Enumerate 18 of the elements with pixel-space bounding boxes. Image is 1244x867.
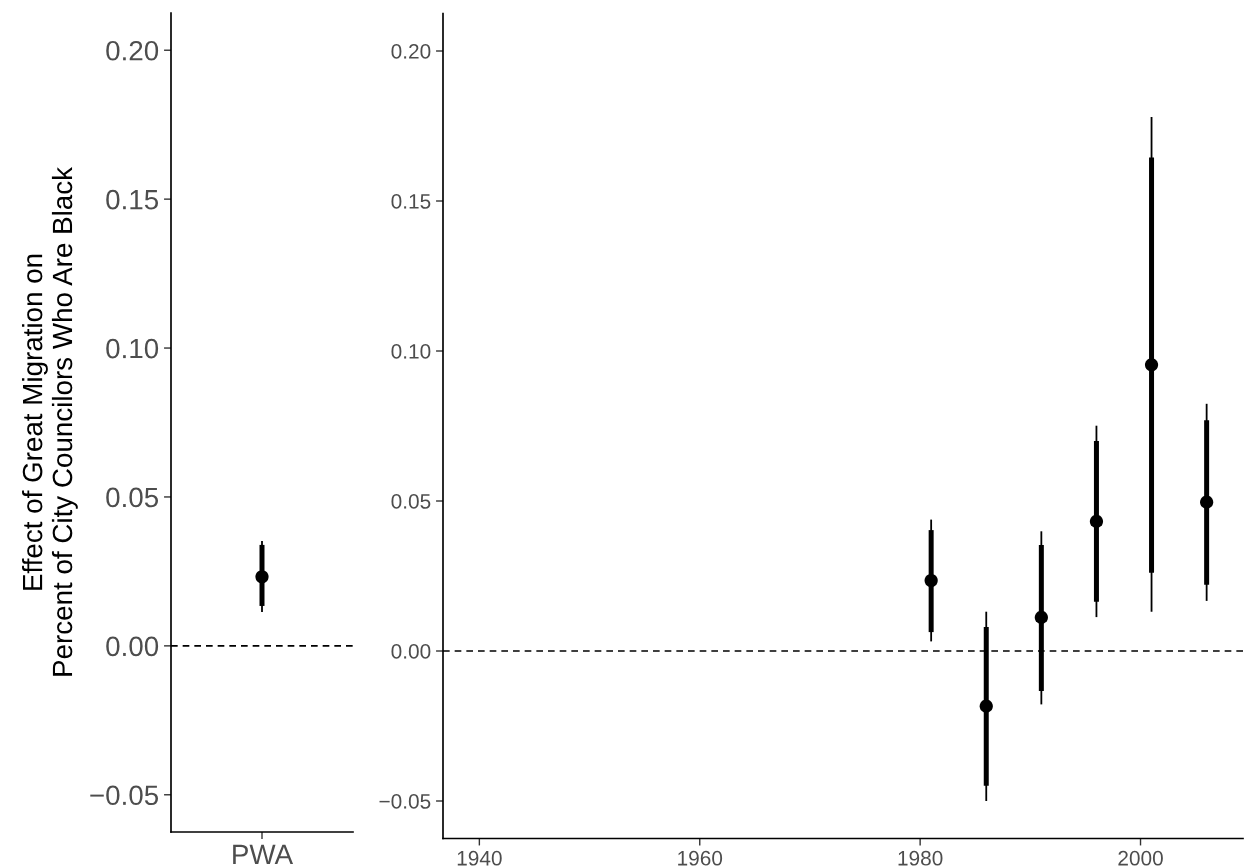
y-tick-label: −0.05 xyxy=(90,785,159,806)
x-tick-label: 2000 xyxy=(1118,850,1163,866)
y-tick-label: 0.10 xyxy=(106,338,159,359)
y-tick-label: 0.05 xyxy=(106,487,159,508)
y-tick-label: 0.20 xyxy=(106,40,159,61)
y-tick-label: 0.05 xyxy=(391,494,431,509)
y-tick-label: 0.15 xyxy=(106,189,159,210)
y-tick-label: −0.05 xyxy=(379,794,431,809)
x-tick-label: 1960 xyxy=(678,850,723,866)
x-tick-label: 1940 xyxy=(457,850,502,866)
y-axis-title: Effect of Great Migration on Percent of City Councilors Who Are Black xyxy=(21,166,78,676)
y-tick-label: 0.20 xyxy=(391,44,431,59)
y-tick-label: 0.00 xyxy=(391,644,431,659)
x-tick-label: PWA xyxy=(233,844,294,864)
y-tick-label: 0.15 xyxy=(391,194,431,209)
y-tick-label: 0.00 xyxy=(106,636,159,657)
y-tick-label: 0.10 xyxy=(391,344,431,359)
x-tick-label: 1980 xyxy=(898,850,943,866)
